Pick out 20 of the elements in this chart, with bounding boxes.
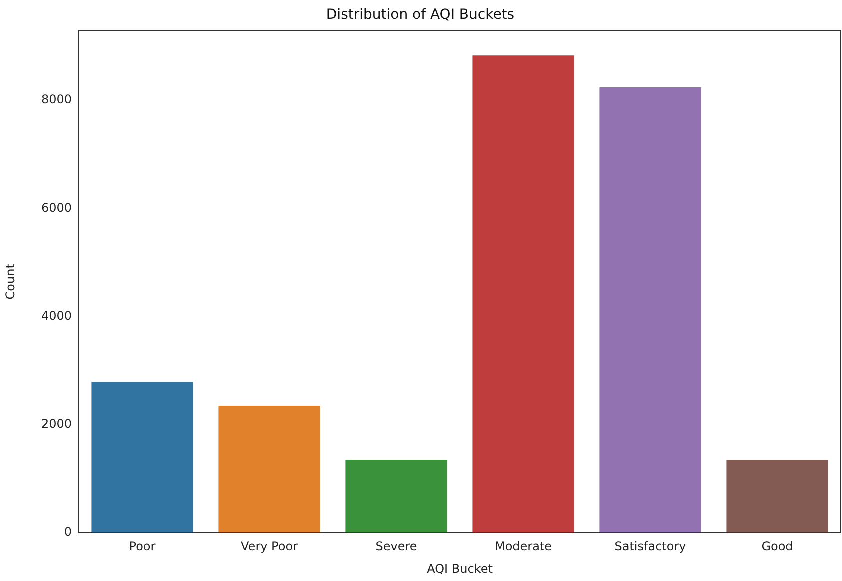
y-tick-label: 8000 [41,92,72,107]
y-tick-label: 2000 [41,417,72,432]
x-tick-label: Very Poor [241,539,298,554]
x-tick-label: Good [762,539,794,554]
bar [92,382,194,533]
x-axis-title: AQI Bucket [427,562,494,576]
x-tick-label: Satisfactory [614,539,686,554]
bar [218,406,320,533]
x-tick-label: Moderate [494,539,552,554]
y-axis-title: Count [3,264,18,300]
x-tick-label: Severe [376,539,418,554]
chart-title: Distribution of AQI Buckets [326,7,515,24]
y-tick-label: 6000 [41,200,72,215]
bar [472,56,574,533]
x-tick-label: Poor [129,539,156,554]
bar [600,88,702,533]
y-tick-label: 0 [64,525,72,540]
bar [726,460,828,533]
y-tick-label: 4000 [41,308,72,323]
bar [346,460,448,533]
